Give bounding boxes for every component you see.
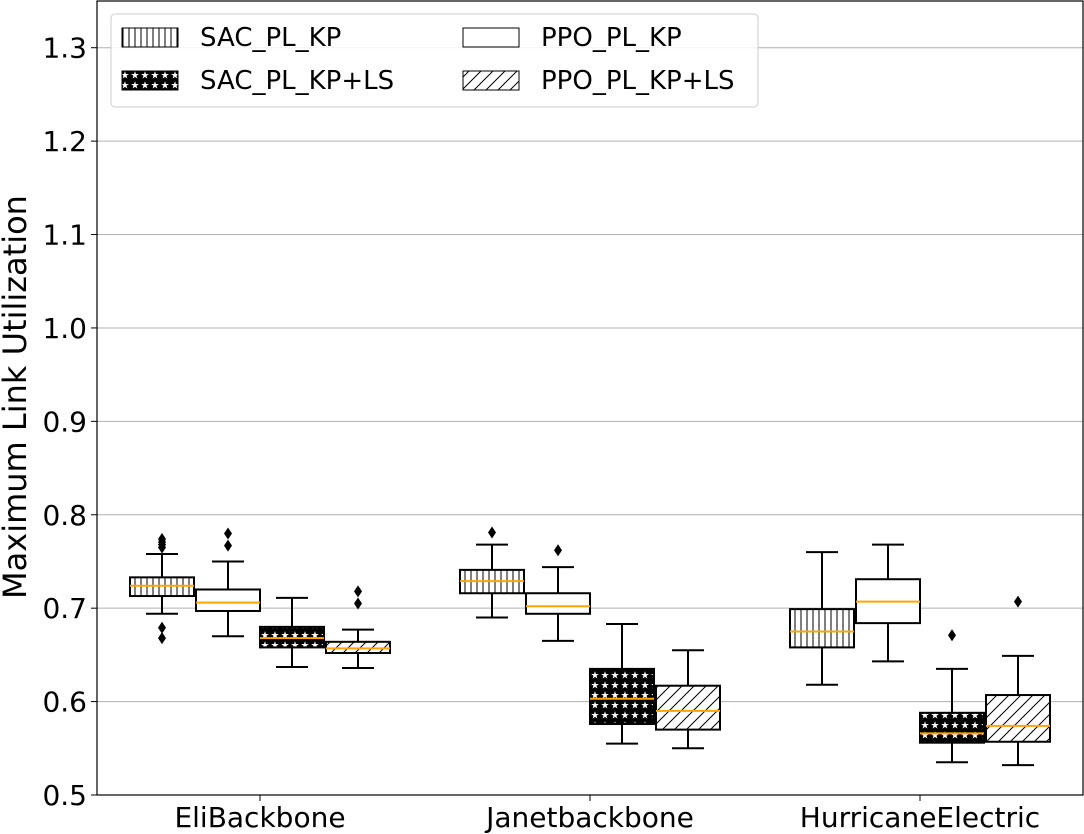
y-tick-label: 1.0 [42,312,87,345]
outlier-marker [1014,595,1022,608]
x-tick-label: EliBackbone [174,801,345,834]
box-ppo-pl-kp-ls-hurricaneelectric [985,595,1051,767]
outlier-marker [224,527,232,540]
y-tick-label: 0.7 [42,592,87,625]
box-iqr [525,592,591,615]
x-tick-label: HurricaneElectric [800,801,1040,834]
box-iqr [919,711,985,744]
legend-swatch [462,27,520,48]
legend: SAC_PL_KP PPO_PL_KP SAC_PL_KP+LS PPO_PL_KP+… [110,13,759,108]
legend-label: SAC_PL_KP [200,23,341,53]
legend-frame [110,13,759,108]
x-axis-ticks: EliBackbone Janetbackbone HurricaneElectri… [174,795,1040,834]
box-sac-pl-kp-janetbackbone [459,526,525,619]
box-iqr [789,608,855,649]
legend-label: PPO_PL_KP+LS [541,66,735,96]
box-iqr [985,694,1051,743]
box-iqr [195,588,261,612]
outlier-marker [354,597,362,610]
outlier-marker [158,621,166,634]
outlier-marker [354,585,362,598]
legend-label: PPO_PL_KP [541,23,682,53]
box-ppo-pl-kp-janetbackbone [525,544,591,642]
box-sac-pl-kp-hurricaneelectric [789,551,855,686]
box-series-group [129,526,1051,767]
box-ppo-pl-kp-elibackbone [195,527,261,638]
outlier-marker [158,533,166,546]
outlier-marker [948,629,956,642]
box-sac-pl-kp-ls-elibackbone [259,596,325,669]
y-tick-label: 0.5 [42,779,87,812]
y-tick-label: 0.6 [42,686,87,719]
box-sac-pl-kp-ls-janetbackbone [589,623,655,745]
box-iqr [655,684,721,731]
y-axis-ticks: 0.5 0.6 0.7 0.8 0.9 1.0 1.1 1.2 1.3 [42,32,97,812]
outlier-marker [554,544,562,557]
y-tick-label: 1.2 [42,125,87,158]
outlier-marker [488,526,496,539]
legend-swatch [121,27,179,48]
outlier-marker [224,539,232,552]
box-sac-pl-kp-ls-hurricaneelectric [919,629,985,764]
y-tick-label: 0.9 [42,405,87,438]
box-iqr [589,667,655,726]
y-tick-label: 0.8 [42,499,87,532]
outlier-marker [158,632,166,645]
x-tick-label: Janetbackbone [484,801,694,834]
y-axis-label: Maximum Link Utilization [0,195,34,599]
legend-swatch [121,70,179,91]
y-tick-label: 1.1 [42,219,87,252]
box-sac-pl-kp-elibackbone [129,533,195,645]
legend-label: SAC_PL_KP+LS [200,66,394,96]
box-ppo-pl-kp-ls-elibackbone [325,585,391,669]
box-ppo-pl-kp-hurricaneelectric [855,543,921,663]
legend-swatch [462,70,520,91]
box-ppo-pl-kp-ls-janetbackbone [655,649,721,750]
y-tick-label: 1.3 [42,32,87,65]
